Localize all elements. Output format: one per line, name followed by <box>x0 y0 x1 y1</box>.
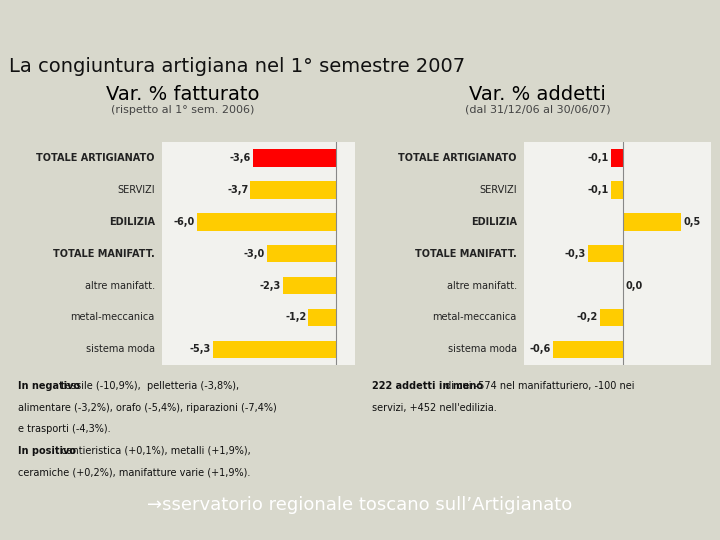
Text: 222 addetti in meno: 222 addetti in meno <box>372 381 483 391</box>
Text: -0,1: -0,1 <box>588 153 609 163</box>
Text: Var. % fatturato: Var. % fatturato <box>106 85 260 104</box>
Text: TOTALE MANIFATT.: TOTALE MANIFATT. <box>53 249 155 259</box>
Text: sistema moda: sistema moda <box>86 345 155 354</box>
Bar <box>308 309 336 326</box>
Text: (rispetto al 1° sem. 2006): (rispetto al 1° sem. 2006) <box>111 105 255 115</box>
Text: 0,5: 0,5 <box>684 217 701 227</box>
Bar <box>553 341 623 358</box>
Text: -0,1: -0,1 <box>588 185 609 195</box>
Text: metal-meccanica: metal-meccanica <box>71 313 155 322</box>
Bar <box>611 181 623 199</box>
Text: -3,7: -3,7 <box>227 185 248 195</box>
Text: -3,0: -3,0 <box>243 249 265 259</box>
Text: servizi, +452 nell'edilizia.: servizi, +452 nell'edilizia. <box>372 402 497 413</box>
Text: Var. % addetti: Var. % addetti <box>469 85 606 104</box>
Bar <box>251 181 336 199</box>
Text: ceramiche (+0,2%), manifatture varie (+1,9%).: ceramiche (+0,2%), manifatture varie (+1… <box>18 467 250 477</box>
Text: -1,2: -1,2 <box>285 313 307 322</box>
Text: cantieristica (+0,1%), metalli (+1,9%),: cantieristica (+0,1%), metalli (+1,9%), <box>58 446 251 456</box>
Bar <box>623 213 681 231</box>
Text: alimentare (-3,2%), orafo (-5,4%), riparazioni (-7,4%): alimentare (-3,2%), orafo (-5,4%), ripar… <box>18 402 276 413</box>
Text: -6,0: -6,0 <box>174 217 195 227</box>
Bar <box>197 213 336 231</box>
Bar <box>611 150 623 167</box>
Text: tessile (-10,9%),  pelletteria (-3,8%),: tessile (-10,9%), pelletteria (-3,8%), <box>58 381 240 391</box>
Bar <box>600 309 623 326</box>
Text: →sservatorio regionale toscano sull’Artigianato: →sservatorio regionale toscano sull’Arti… <box>148 496 572 514</box>
Text: -5,3: -5,3 <box>190 345 211 354</box>
Text: -2,3: -2,3 <box>260 281 281 291</box>
Text: altre manifatt.: altre manifatt. <box>446 281 517 291</box>
Bar <box>588 245 623 262</box>
Bar <box>266 245 336 262</box>
Text: TOTALE ARTIGIANATO: TOTALE ARTIGIANATO <box>398 153 517 163</box>
Text: e trasporti (-4,3%).: e trasporti (-4,3%). <box>18 424 110 434</box>
Text: La congiuntura artigiana nel 1° semestre 2007: La congiuntura artigiana nel 1° semestre… <box>9 57 465 76</box>
Text: In negativo: In negativo <box>18 381 80 391</box>
Bar <box>253 150 336 167</box>
Text: 0,0: 0,0 <box>626 281 643 291</box>
Bar <box>283 277 336 294</box>
Bar <box>213 341 336 358</box>
Text: -0,3: -0,3 <box>564 249 585 259</box>
Text: -0,2: -0,2 <box>576 313 598 322</box>
Text: (dal 31/12/06 al 30/06/07): (dal 31/12/06 al 30/06/07) <box>465 105 611 115</box>
Text: SERVIZI: SERVIZI <box>117 185 155 195</box>
Text: -0,6: -0,6 <box>529 345 551 354</box>
Text: EDILIZIA: EDILIZIA <box>471 217 517 227</box>
Text: metal-meccanica: metal-meccanica <box>433 313 517 322</box>
Text: TOTALE ARTIGIANATO: TOTALE ARTIGIANATO <box>36 153 155 163</box>
Text: -3,6: -3,6 <box>230 153 251 163</box>
Text: di cui -574 nel manifatturiero, -100 nei: di cui -574 nel manifatturiero, -100 nei <box>442 381 635 391</box>
Text: In positivo: In positivo <box>18 446 76 456</box>
Text: TOTALE MANIFATT.: TOTALE MANIFATT. <box>415 249 517 259</box>
Text: sistema moda: sistema moda <box>448 345 517 354</box>
Text: altre manifatt.: altre manifatt. <box>85 281 155 291</box>
Text: SERVIZI: SERVIZI <box>479 185 517 195</box>
Text: EDILIZIA: EDILIZIA <box>109 217 155 227</box>
